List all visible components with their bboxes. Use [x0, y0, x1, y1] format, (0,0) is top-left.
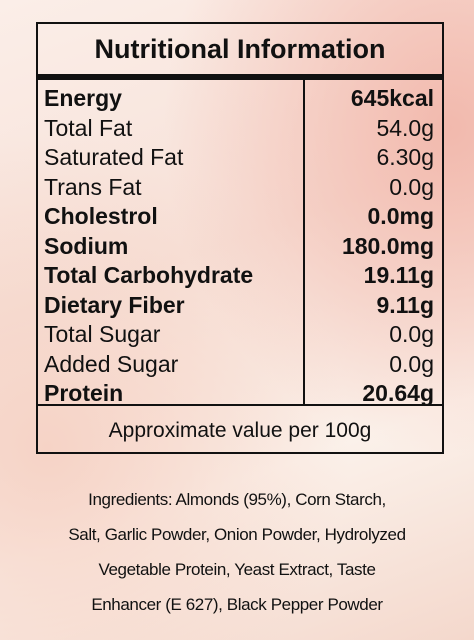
nutrient-label: Protein	[44, 380, 124, 406]
nutrient-label: Dietary Fiber	[44, 291, 185, 318]
nutrient-label: Added Sugar	[44, 350, 179, 377]
table-title: Nutritional Information	[38, 24, 442, 80]
ingredients: Ingredients: Almonds (95%), Corn Starch,…	[10, 482, 464, 622]
column-divider	[303, 80, 305, 404]
nutrient-value: 9.11g	[376, 291, 434, 318]
table-row: Total Carbohydrate 19.11g	[38, 261, 442, 291]
table-row: Energy 645kcal	[38, 84, 442, 114]
table-row: Sodium 180.0mg	[38, 232, 442, 262]
nutrient-value: 0.0mg	[367, 203, 434, 229]
table-row: Added Sugar 0.0g	[38, 350, 442, 380]
table-row: Protein 20.64g	[38, 379, 442, 409]
footnote: Approximate value per 100g	[38, 404, 442, 456]
nutrition-table: Nutritional Information Energy 645kcal Tot…	[36, 22, 444, 454]
nutrient-value: 645kcal	[350, 85, 434, 111]
table-row: Total Sugar 0.0g	[38, 320, 442, 350]
nutrient-label: Trans Fat	[44, 173, 142, 200]
table-row: Saturated Fat 6.30g	[38, 143, 442, 173]
ingredients-line: Enhancer (E 627), Black Pepper Powder	[91, 595, 383, 614]
nutrient-label: Total Fat	[44, 114, 133, 141]
table-row: Trans Fat 0.0g	[38, 173, 442, 203]
nutrient-value: 54.0g	[376, 114, 434, 141]
nutrient-value: 6.30g	[376, 144, 434, 170]
nutrient-value: 0.0g	[389, 173, 434, 200]
table-row: Dietary Fiber 9.11g	[38, 291, 442, 321]
nutrient-label: Energy	[44, 85, 122, 111]
nutrient-label: Cholestrol	[44, 203, 158, 229]
nutrient-label: Saturated Fat	[44, 144, 184, 170]
table-rows: Energy 645kcal Total Fat 54.0g Saturated Fat…	[38, 84, 442, 409]
nutrient-value: 180.0mg	[341, 232, 434, 259]
ingredients-line: Ingredients: Almonds (95%), Corn Starch,	[88, 490, 386, 509]
nutrient-label: Sodium	[44, 232, 129, 259]
table-row: Total Fat 54.0g	[38, 114, 442, 144]
nutrient-label: Total Sugar	[44, 321, 161, 347]
nutrient-value: 19.11g	[363, 262, 434, 288]
nutrient-value: 0.0g	[389, 321, 434, 347]
ingredients-line: Salt, Garlic Powder, Onion Powder, Hydro…	[68, 525, 406, 544]
ingredients-line: Vegetable Protein, Yeast Extract, Taste	[98, 560, 376, 579]
nutrient-value: 0.0g	[389, 350, 434, 377]
nutrient-value: 20.64g	[362, 380, 434, 406]
nutrient-label: Total Carbohydrate	[44, 262, 254, 288]
table-row: Cholestrol 0.0mg	[38, 202, 442, 232]
